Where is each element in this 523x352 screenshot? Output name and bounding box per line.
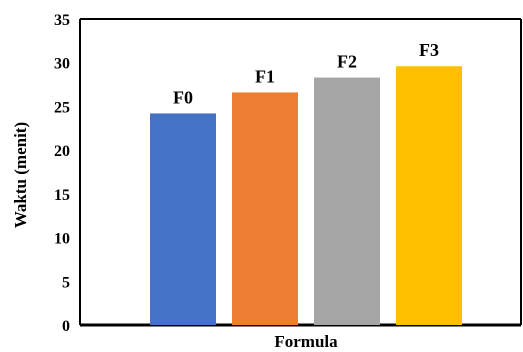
y-tick-label: 30: [54, 56, 70, 73]
bar-label-f0: F0: [173, 87, 193, 107]
y-tick-label: 15: [54, 187, 70, 204]
bar-f3: [396, 66, 462, 325]
y-tick-label: 10: [54, 231, 70, 248]
bar-labels: F0 F1 F2 F3: [173, 40, 439, 107]
bar-f0: [150, 113, 216, 326]
y-tick-label: 5: [62, 274, 70, 291]
y-axis-ticks: 0 5 10 15 20 25 30 35: [54, 12, 70, 335]
bar-f2: [314, 77, 380, 325]
y-tick-label: 35: [54, 12, 70, 29]
y-axis-title: Waktu (menit): [11, 122, 30, 228]
bar-label-f3: F3: [419, 40, 439, 60]
bar-label-f2: F2: [337, 52, 357, 72]
bar-label-f1: F1: [255, 66, 275, 86]
x-axis-title: Formula: [274, 332, 338, 351]
y-tick-label: 25: [54, 99, 70, 116]
y-tick-label: 0: [62, 318, 70, 335]
bars: [150, 66, 462, 326]
bar-f1: [232, 92, 298, 325]
y-tick-label: 20: [54, 143, 70, 160]
